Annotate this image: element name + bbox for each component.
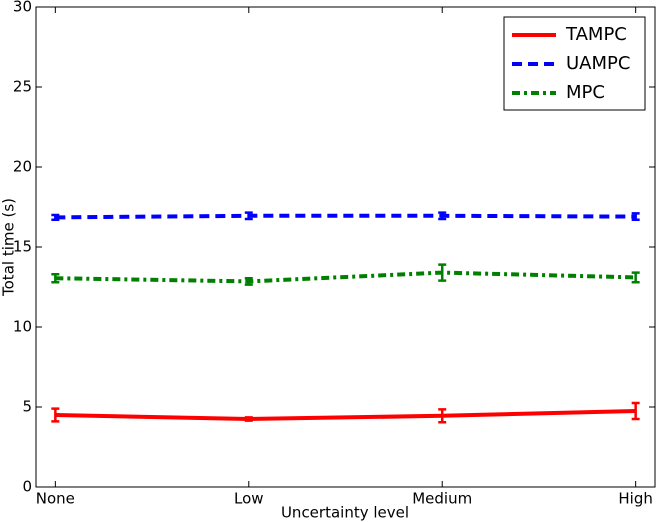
error-bar <box>631 271 640 284</box>
error-bar <box>438 408 447 424</box>
error-bar <box>438 263 447 282</box>
legend-label: TAMPC <box>565 24 627 45</box>
x-tick-label: Medium <box>412 490 472 508</box>
y-tick-label: 10 <box>13 318 32 336</box>
x-tick-label: Low <box>234 490 264 508</box>
y-axis-label: Total time (s) <box>0 198 18 297</box>
series-line <box>55 213 636 220</box>
error-bar <box>51 407 60 423</box>
error-bar <box>631 212 640 222</box>
y-tick-label: 20 <box>13 158 32 176</box>
error-bar <box>438 211 447 221</box>
x-tick-label: None <box>36 490 75 508</box>
y-tick-label: 5 <box>22 398 32 416</box>
series-line <box>55 270 636 284</box>
y-tick-label: 25 <box>13 78 32 96</box>
y-tick-label: 15 <box>13 238 32 256</box>
x-tick-label: High <box>618 490 652 508</box>
y-tick-label: 30 <box>13 0 32 16</box>
legend-label: MPC <box>566 82 605 103</box>
series-line <box>55 409 636 422</box>
error-bar <box>244 211 253 221</box>
error-bar <box>51 213 60 222</box>
error-bar <box>244 416 253 422</box>
error-bar <box>51 272 60 284</box>
legend-box <box>503 16 646 111</box>
error-bar <box>244 276 253 286</box>
y-tick-label: 0 <box>22 478 32 496</box>
legend-label: UAMPC <box>566 53 630 74</box>
error-bar <box>631 401 640 421</box>
x-axis-label: Uncertainty level <box>281 504 409 522</box>
